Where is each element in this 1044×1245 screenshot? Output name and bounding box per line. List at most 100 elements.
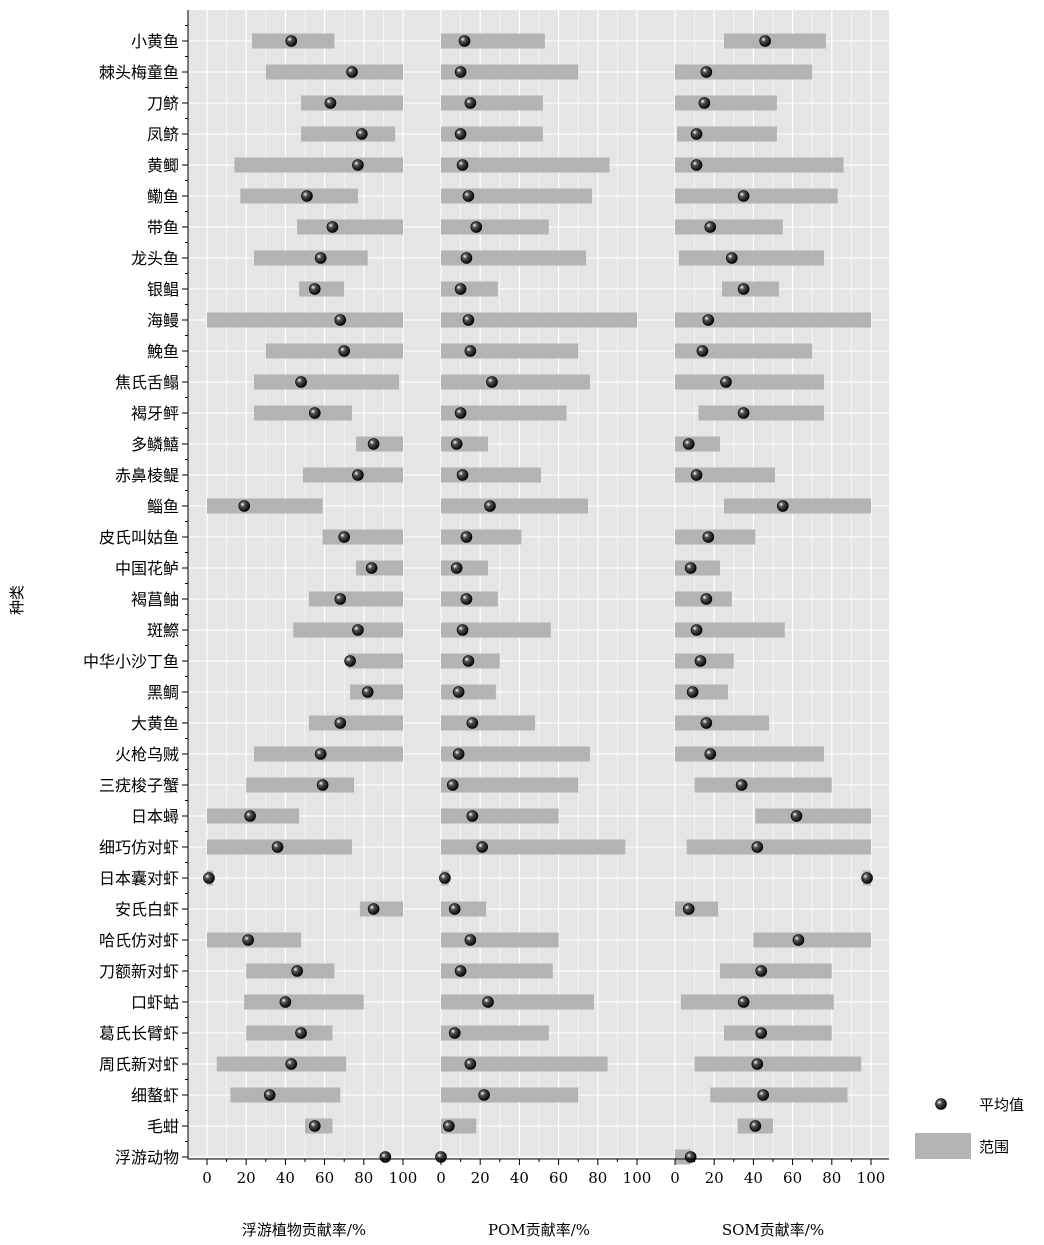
category-labels: 小黄鱼棘头梅童鱼刀鲚凤鲚黄鲫鳓鱼带鱼龙头鱼银鲳海鳗鮸鱼焦氏舌鳎褐牙鲆多鳞鱚赤鼻棱… <box>83 32 179 1167</box>
mean-point <box>379 1151 392 1163</box>
mean-point <box>466 810 479 822</box>
mean-point <box>484 500 496 512</box>
mean-point <box>316 779 329 791</box>
category-label: 黄鲫 <box>147 156 179 175</box>
mean-point <box>454 283 467 295</box>
mean-point <box>682 903 695 915</box>
range-bar <box>441 405 567 421</box>
x-tick-label: 60 <box>549 1169 568 1187</box>
mean-point <box>454 66 467 78</box>
mean-point <box>460 252 473 264</box>
range-bar <box>441 684 496 700</box>
range-bar <box>265 343 403 359</box>
mean-point <box>338 531 351 543</box>
range-bar <box>441 374 590 390</box>
x-tick-label: 60 <box>315 1169 334 1187</box>
mean-points <box>203 35 873 1163</box>
range-bar <box>254 405 353 421</box>
range-bar <box>694 1056 862 1072</box>
x-tick-label: 0 <box>202 1169 212 1187</box>
mean-point <box>720 376 732 388</box>
range-bar <box>359 901 403 917</box>
category-label: 皮氏叫姑鱼 <box>99 528 179 547</box>
mean-point <box>792 934 805 946</box>
range-bar <box>293 622 403 638</box>
mean-point <box>700 593 713 605</box>
x-tick-label: 80 <box>822 1169 841 1187</box>
x-tick-label: 100 <box>857 1169 886 1187</box>
mean-point <box>314 748 327 760</box>
range-bar <box>441 281 498 297</box>
mean-point <box>291 965 303 977</box>
x-axis-title-phyto: 浮游植物贡献率/% <box>242 1221 366 1239</box>
x-axis-title-som: SOM贡献率/% <box>722 1221 824 1239</box>
category-label: 多鳞鱚 <box>131 435 179 454</box>
range-bar <box>724 33 826 49</box>
mean-point <box>460 531 473 543</box>
mean-point <box>244 810 256 822</box>
mean-point <box>361 686 374 698</box>
range-bar <box>240 188 358 204</box>
range-bar <box>753 932 871 948</box>
category-label: 小黄鱼 <box>131 32 179 51</box>
mean-point <box>456 624 469 636</box>
legend-mean-label: 平均值 <box>979 1096 1024 1114</box>
category-label: 中华小沙丁鱼 <box>83 652 179 671</box>
mean-point <box>238 500 251 512</box>
range-bar <box>254 374 400 390</box>
mean-point <box>308 407 321 419</box>
mean-point <box>344 655 356 667</box>
mean-point <box>861 872 873 884</box>
mean-point <box>324 97 337 109</box>
mean-point <box>443 1120 455 1132</box>
mean-point <box>700 66 713 78</box>
range-bar <box>355 560 403 576</box>
mean-point <box>478 1089 490 1101</box>
legend: 平均值 范围 <box>915 1096 1024 1159</box>
mean-point <box>352 469 364 481</box>
range-bar <box>207 498 323 514</box>
x-tick-label: 100 <box>623 1169 652 1187</box>
category-label: 浮游动物 <box>115 1148 179 1167</box>
category-label: 大黄鱼 <box>131 714 179 733</box>
mean-point <box>454 407 467 419</box>
range-bar <box>724 1025 832 1041</box>
range-bar <box>301 95 403 111</box>
range-bar <box>441 33 545 49</box>
category-label: 日本囊对虾 <box>99 869 179 888</box>
x-tick-label: 20 <box>471 1169 490 1187</box>
category-label: 三疣梭子蟹 <box>99 776 179 795</box>
range-bar <box>246 963 335 979</box>
range-bar <box>675 312 871 328</box>
x-tick-label: 20 <box>705 1169 724 1187</box>
x-tick-label: 40 <box>276 1169 295 1187</box>
range-bar <box>441 932 559 948</box>
category-label: 鮸鱼 <box>147 342 179 361</box>
mean-point <box>704 748 717 760</box>
category-label: 细巧仿对虾 <box>99 838 179 857</box>
mean-point <box>338 345 351 357</box>
category-label: 赤鼻棱鳀 <box>115 466 179 485</box>
range-bar <box>686 839 871 855</box>
mean-point <box>263 1089 276 1101</box>
mean-point <box>466 717 479 729</box>
mean-point <box>203 872 215 884</box>
category-label: 周氏新对虾 <box>99 1055 179 1074</box>
mean-point <box>326 221 339 233</box>
category-label: 鲻鱼 <box>147 497 179 516</box>
range-bar <box>301 126 396 142</box>
mean-point <box>737 190 750 202</box>
range-bar <box>441 560 489 576</box>
category-label: 海鳗 <box>147 311 179 330</box>
category-label: 焦氏舌鳎 <box>115 373 179 392</box>
mean-point <box>456 469 469 481</box>
mean-point <box>464 934 477 946</box>
mean-point <box>737 407 750 419</box>
x-tick-label: 0 <box>436 1169 446 1187</box>
mean-point <box>334 717 347 729</box>
mean-point <box>690 128 703 140</box>
range-bar <box>299 281 345 297</box>
mean-point <box>446 779 459 791</box>
mean-point <box>448 1027 461 1039</box>
